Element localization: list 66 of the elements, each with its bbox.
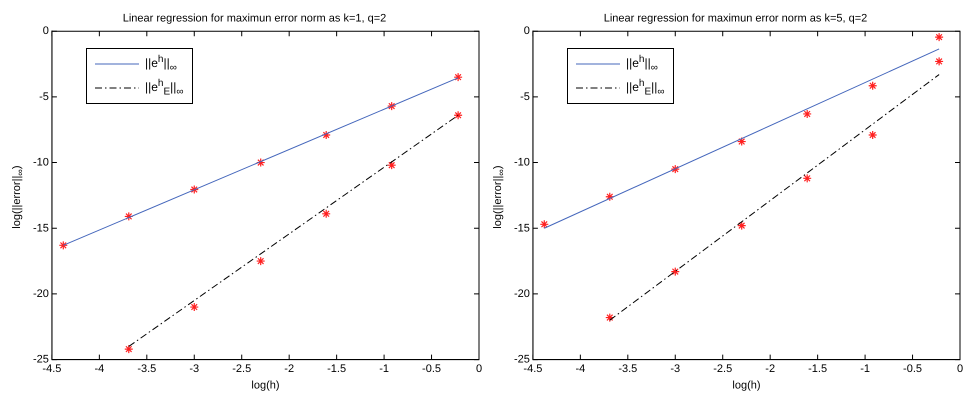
point [124,212,134,222]
point [934,56,944,66]
point [868,81,878,90]
y-tick-label: -15 [32,222,49,234]
x-tick-label: -3.5 [137,363,156,376]
point [322,209,331,218]
x-tick-label: -4 [94,363,104,376]
point [737,136,746,146]
point [605,312,614,322]
y-tick-label: -5 [39,90,49,103]
y-tick-label: 0 [42,25,49,38]
point [256,158,266,168]
point [58,240,68,250]
point [322,130,331,140]
y-tick-label: -20 [32,288,49,300]
chart-title: Linear regression for maximun error norm as k=5, q=2 [604,12,868,25]
point [387,160,396,170]
x-tick-label: -4 [575,363,586,376]
point [605,192,614,202]
y-tick-label: -20 [514,288,530,300]
point [454,72,463,82]
point [802,109,812,119]
x-tick-label: -3.5 [618,363,638,376]
x-tick-label: -2 [765,363,776,376]
x-tick-label: -4.5 [42,363,62,376]
point [124,344,134,354]
legend-label: ||e$^{h}$||$_{∞}$ [626,54,658,74]
y-tick-label: -10 [32,156,49,169]
point [190,184,199,194]
x-tick-label: 0 [956,363,964,376]
x-tick-label: -2.5 [232,363,252,376]
point [256,256,266,266]
chart-title: Linear regression for maximun error norm as k=1, q=2 [122,12,386,25]
point [190,302,199,312]
legend-label: ||e$^{h}$$_{E}$||$_{∞}$ [626,78,665,98]
y-tick-label: 0 [524,25,530,38]
point [540,220,549,229]
point [802,174,812,183]
x-tick-label: -1 [379,363,389,376]
x-tick-label: -0.5 [422,363,442,376]
point [737,221,746,230]
x-axis-title: log(h) [251,379,280,392]
point [868,130,878,140]
x-tick-label: -0.5 [903,363,922,376]
point [387,101,396,111]
point [670,164,680,174]
x-axis-title: log(h) [732,379,761,392]
y-tick-label: -5 [520,90,530,103]
y-tick-label: -25 [514,354,530,366]
point [670,266,680,276]
point [934,32,944,42]
x-tick-label: 0 [476,363,482,376]
x-tick-label: -2.5 [713,363,732,376]
y-tick-label: -10 [514,156,530,169]
x-tick-label: -1.5 [808,363,828,376]
x-tick-label: -3 [189,363,200,376]
legend-label: ||e$^{h}$$_{E}$||$_{∞}$ [145,78,184,98]
x-tick-label: -3 [670,363,680,376]
x-tick-label: -1.5 [327,363,346,376]
legend-label: ||e$^{h}$||$_{∞}$ [145,54,177,74]
x-tick-label: -1 [860,363,870,376]
y-tick-label: -25 [32,354,49,366]
x-tick-label: -2 [284,363,294,376]
x-tick-label: -4.5 [523,363,542,376]
point [454,110,463,120]
y-tick-label: -15 [514,222,530,234]
